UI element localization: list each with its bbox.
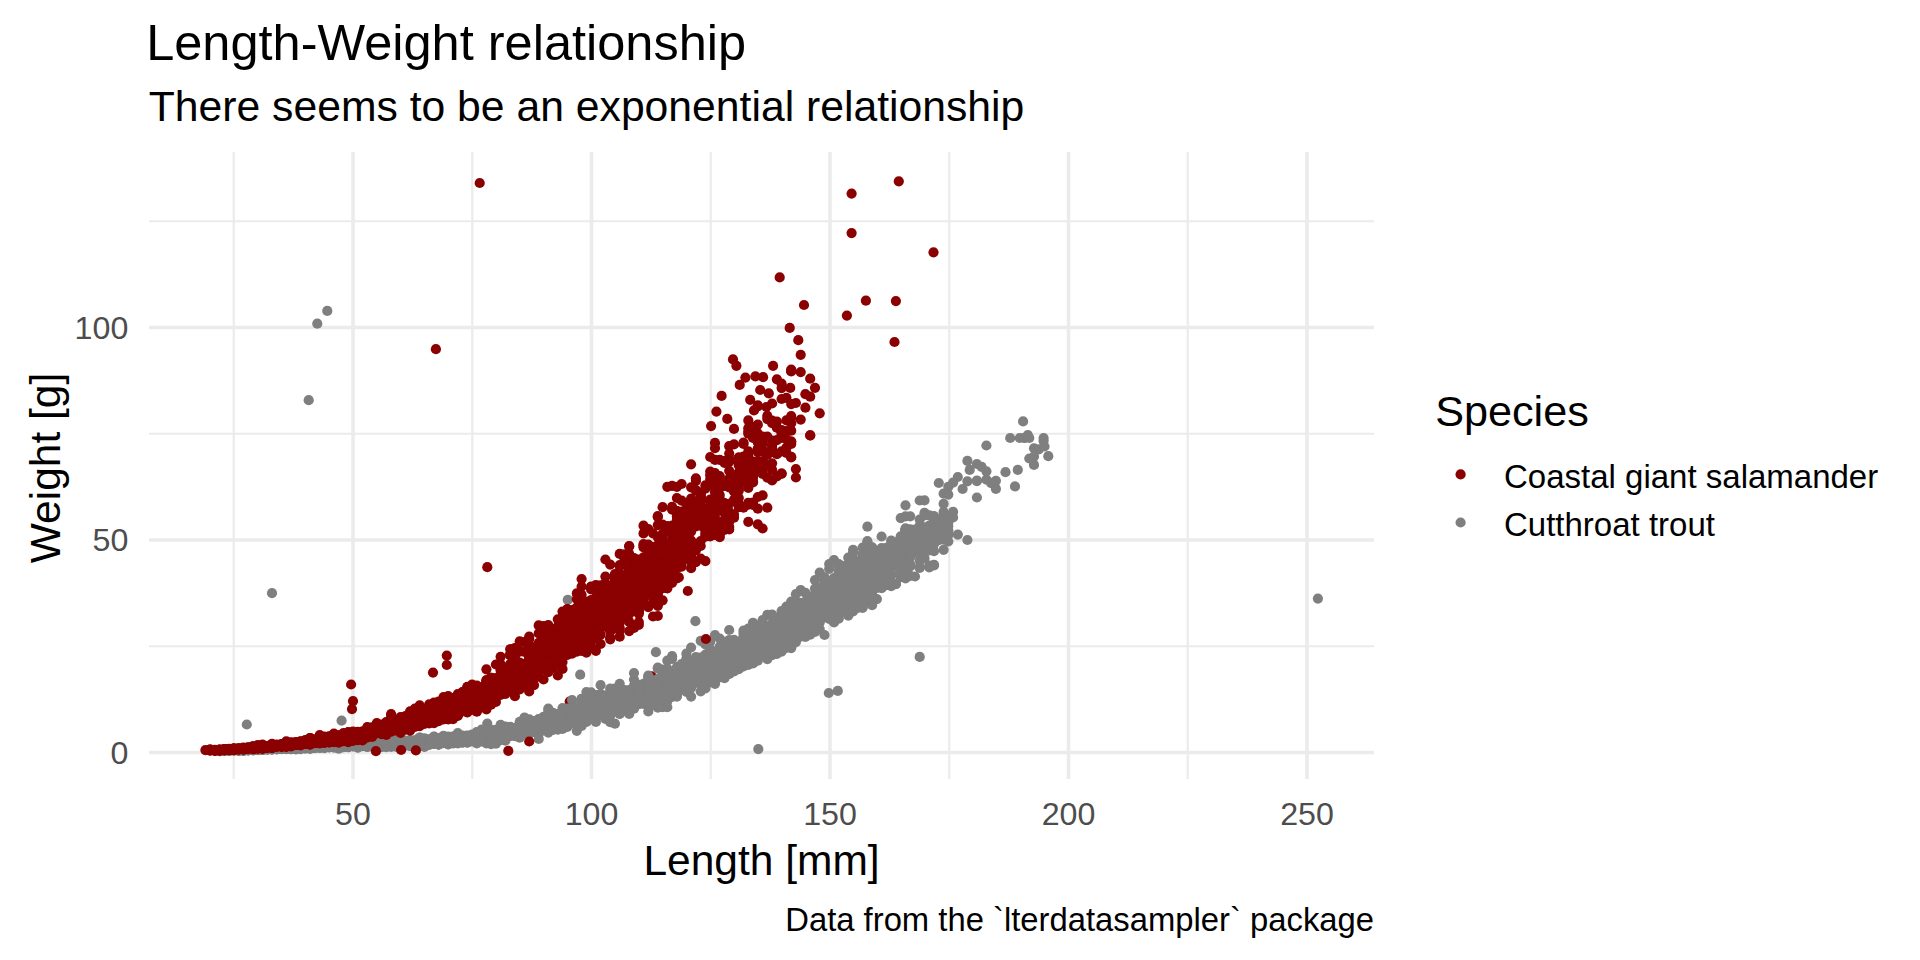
svg-text:50: 50 <box>92 522 128 558</box>
svg-text:Length-Weight relationship: Length-Weight relationship <box>146 14 746 71</box>
svg-text:200: 200 <box>1042 796 1096 832</box>
svg-text:Coastal giant salamander: Coastal giant salamander <box>1504 458 1878 495</box>
svg-text:0: 0 <box>110 735 128 771</box>
svg-text:150: 150 <box>803 796 857 832</box>
svg-text:Cutthroat trout: Cutthroat trout <box>1504 506 1715 543</box>
svg-text:250: 250 <box>1280 796 1334 832</box>
svg-text:There seems to be an exponenti: There seems to be an exponential relatio… <box>149 82 1025 130</box>
svg-text:50: 50 <box>335 796 371 832</box>
svg-text:Species: Species <box>1435 387 1589 435</box>
svg-text:Weight [g]: Weight [g] <box>22 373 69 564</box>
svg-text:Data from the `lterdatasampler: Data from the `lterdatasampler` package <box>785 901 1374 938</box>
svg-text:Length [mm]: Length [mm] <box>643 837 879 884</box>
svg-text:100: 100 <box>565 796 619 832</box>
svg-text:100: 100 <box>75 310 129 346</box>
